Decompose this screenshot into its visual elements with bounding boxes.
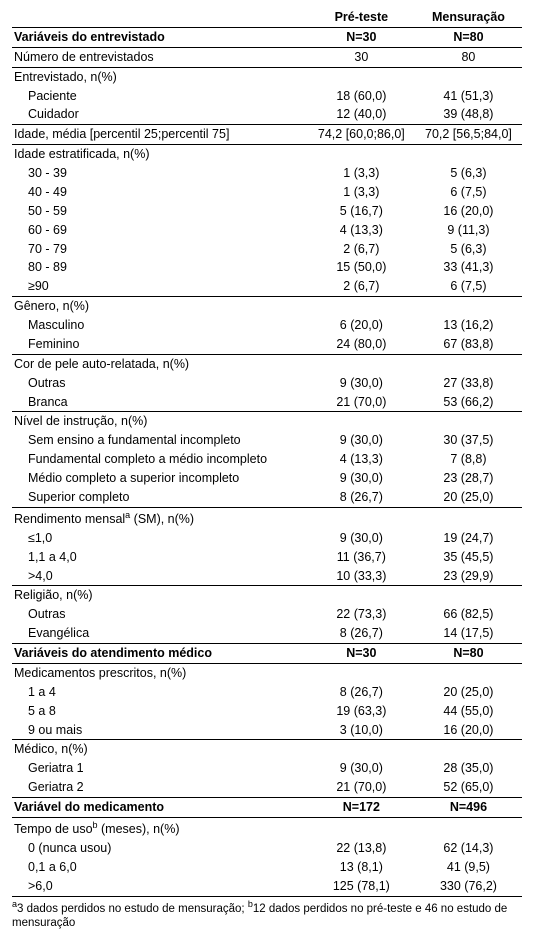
idade-mean-row: Idade, média [percentil 25;percentil 75]… — [12, 125, 522, 145]
section1-title: Variáveis do entrevistado — [12, 27, 308, 47]
table-row: Masculino6 (20,0)13 (16,2) — [12, 316, 522, 335]
table-row: 80 - 8915 (50,0)33 (41,3) — [12, 258, 522, 277]
table-row: Geriatra 221 (70,0)52 (65,0) — [12, 778, 522, 797]
footnote: a3 dados perdidos no estudo de mensuraçã… — [12, 897, 522, 932]
section2-head: Variáveis do atendimento médico N=30 N=8… — [12, 644, 522, 664]
med-presc-group: Medicamentos prescritos, n(%) — [12, 663, 522, 682]
table-row: Superior completo8 (26,7)20 (25,0) — [12, 488, 522, 507]
data-table: Pré-teste Mensuração Variáveis do entrev… — [12, 8, 522, 897]
table-row: 1,1 a 4,011 (36,7)35 (45,5) — [12, 548, 522, 567]
medico-group: Médico, n(%) — [12, 740, 522, 759]
table-row: >4,010 (33,3)23 (29,9) — [12, 567, 522, 586]
table-row: 50 - 595 (16,7)16 (20,0) — [12, 202, 522, 221]
table-row: Médio completo a superior incompleto9 (3… — [12, 469, 522, 488]
table-row: Fundamental completo a médio incompleto4… — [12, 450, 522, 469]
col-pre-header: Pré-teste — [308, 8, 415, 27]
rend-group: Rendimento mensala (SM), n(%) — [12, 507, 522, 529]
section1-n-b: N=80 — [415, 27, 522, 47]
table-row: ≤1,09 (30,0)19 (24,7) — [12, 529, 522, 548]
num-entrevistados-row: Número de entrevistados 30 80 — [12, 47, 522, 67]
genero-group: Gênero, n(%) — [12, 297, 522, 316]
col-mens-header: Mensuração — [415, 8, 522, 27]
table-row: Feminino24 (80,0)67 (83,8) — [12, 335, 522, 354]
table-row: Branca21 (70,0)53 (66,2) — [12, 393, 522, 412]
table-row: >6,0125 (78,1)330 (76,2) — [12, 877, 522, 896]
table-row: 0 (nunca usou)22 (13,8)62 (14,3) — [12, 839, 522, 858]
idade-strat-group: Idade estratificada, n(%) — [12, 145, 522, 164]
table-row: Sem ensino a fundamental incompleto9 (30… — [12, 431, 522, 450]
table-row: Evangélica8 (26,7)14 (17,5) — [12, 624, 522, 643]
table-row: Outras22 (73,3)66 (82,5) — [12, 605, 522, 624]
section1-n-a: N=30 — [308, 27, 415, 47]
table-row: 30 - 391 (3,3)5 (6,3) — [12, 164, 522, 183]
table-row: 0,1 a 6,013 (8,1)41 (9,5) — [12, 858, 522, 877]
table-row: Cuidador12 (40,0)39 (48,8) — [12, 105, 522, 124]
table-row: Paciente18 (60,0)41 (51,3) — [12, 87, 522, 106]
table-row: 60 - 694 (13,3)9 (11,3) — [12, 221, 522, 240]
cor-group: Cor de pele auto-relatada, n(%) — [12, 354, 522, 373]
table-row: 70 - 792 (6,7)5 (6,3) — [12, 240, 522, 259]
entrev-group: Entrevistado, n(%) — [12, 67, 522, 86]
rend-label: Rendimento mensala (SM), n(%) — [12, 507, 308, 529]
table-row: Outras9 (30,0)27 (33,8) — [12, 374, 522, 393]
section1-head: Variáveis do entrevistado N=30 N=80 — [12, 27, 522, 47]
table-row: 9 ou mais3 (10,0)16 (20,0) — [12, 721, 522, 740]
nivel-group: Nível de instrução, n(%) — [12, 412, 522, 431]
relig-group: Religião, n(%) — [12, 586, 522, 605]
section3-head: Variável do medicamento N=172 N=496 — [12, 798, 522, 818]
table-row: 40 - 491 (3,3)6 (7,5) — [12, 183, 522, 202]
header-row-1: Pré-teste Mensuração — [12, 8, 522, 27]
table-row: 1 a 48 (26,7)20 (25,0) — [12, 683, 522, 702]
table-row: 5 a 819 (63,3)44 (55,0) — [12, 702, 522, 721]
tempo-group: Tempo de usob (meses), n(%) — [12, 817, 522, 839]
table-row: ≥902 (6,7)6 (7,5) — [12, 277, 522, 296]
table-row: Geriatra 19 (30,0)28 (35,0) — [12, 759, 522, 778]
tempo-label: Tempo de usob (meses), n(%) — [12, 817, 308, 839]
